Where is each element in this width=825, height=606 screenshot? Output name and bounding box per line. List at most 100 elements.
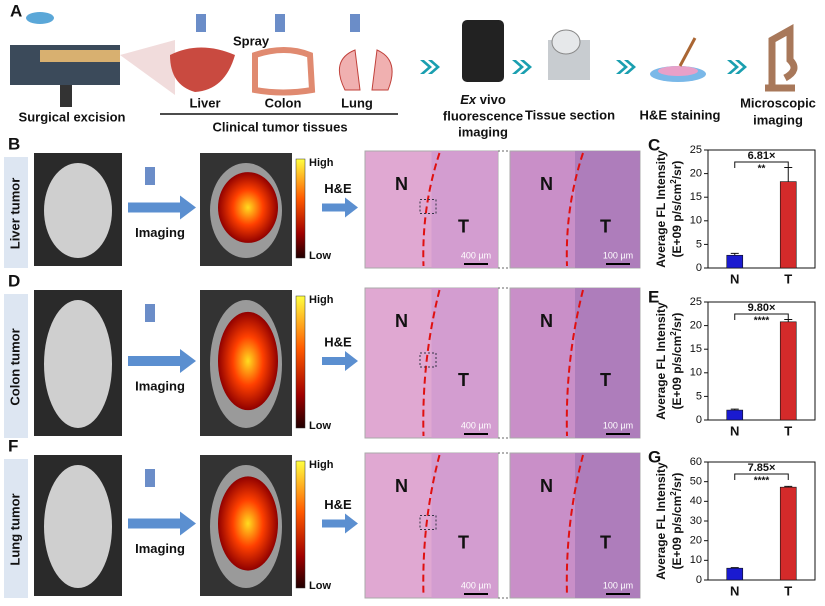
arrow [128,511,196,536]
spray-icon [196,14,206,32]
spray-icon [145,304,155,322]
y-tick-label: 0 [696,574,702,586]
tissue-t: T [458,370,469,390]
significance-bracket [734,313,789,320]
spray-label: Spray [233,33,270,48]
scale-bar-label: 400 µm [461,580,491,590]
panel-label: A [10,1,22,20]
he-label: H&E [324,181,352,196]
y-axis-label: Average FL Intensity [654,302,668,420]
boundary [422,289,441,437]
label-part: /sr) [670,161,684,180]
colorbar-high: High [309,157,334,169]
x-tick-label: N [730,583,739,598]
side-band [4,157,28,268]
zoom-box [419,199,437,214]
scale-bar-label: 400 µm [461,420,491,430]
icon [26,12,54,24]
y-tick-label: 20 [690,320,702,332]
step-label: fluorescence [443,108,523,123]
label-superscript: 2 [669,331,678,336]
tissue-n: N [395,174,408,194]
label-part: (E+09 p/s/cm [670,336,684,410]
label-superscript: 2 [669,179,678,184]
plot-frame [707,149,816,269]
boundary [422,152,441,267]
histology-region [575,151,640,268]
tumor-label: Liver tumor [7,178,22,250]
label-part: /sr) [670,473,684,492]
ratio-label: 9.80× [748,302,776,314]
imaging-label: Imaging [135,541,185,556]
beam [120,40,175,95]
scale-bar-label: 100 µm [603,250,633,260]
tissue-t: T [600,370,611,390]
side-band [4,459,28,598]
label-part: /sr) [670,313,684,332]
bar [779,321,797,421]
tissue-t: T [458,532,469,552]
tissue-n: N [395,311,408,331]
italic-part: Ex [460,92,477,107]
y-tick-label: 15 [690,343,702,355]
boundary [422,454,441,597]
y-tick-label: 30 [690,515,702,527]
tissue-n: N [540,174,553,194]
y-axis-label: Average FL Intensity [654,150,668,268]
y-axis-label: (E+09 p/s/cm2/sr) [669,161,684,258]
colorbar-high: High [309,294,334,306]
ratio-label: 7.85× [748,462,776,474]
liver-icon [170,47,235,92]
colorbar [295,460,306,589]
y-tick-label: 0 [696,414,702,426]
bar [726,567,744,581]
arrow [322,513,358,534]
arrow [322,351,358,371]
sample [658,66,698,76]
step-label: imaging [753,112,803,127]
y-tick-label: 25 [690,296,702,308]
panel-label: B [8,134,20,153]
bar [779,181,797,269]
spray-icon [350,14,360,32]
signal [218,476,278,571]
imaging-label: Imaging [135,378,185,393]
blade [551,29,581,55]
y-tick-label: 10 [690,215,702,227]
he-label: H&E [324,334,352,349]
side-band [4,294,28,438]
step-label: imaging [458,124,508,139]
histology-region [575,453,640,598]
imager-icon [462,20,504,82]
imaging-label: Imaging [135,225,185,240]
patient [40,50,120,62]
x-tick-label: N [730,271,739,286]
panel-label: G [648,447,661,466]
chevron [420,60,440,74]
y-axis-label: Average FL Intensity [654,462,668,580]
colorbar-high: High [309,459,334,471]
tissue-t: T [458,216,469,236]
colorbar [295,158,306,259]
step-label: Ex vivo [460,92,506,107]
plot-frame [707,301,816,421]
lung-icon [338,49,393,91]
y-tick-label: 15 [690,191,702,203]
scale-bar-label: 100 µm [603,580,633,590]
y-tick-label: 50 [690,476,702,488]
spray-icon [145,167,155,185]
significance-bracket [734,161,789,168]
error-bar [730,408,739,411]
zoom-box [419,352,437,368]
x-tick-label: T [784,423,792,438]
organ-label: Liver [189,95,220,110]
label-part: (E+09 p/s/cm [670,184,684,258]
label-part: (E+09 p/s/cm [670,496,684,570]
panel-label: E [648,287,659,306]
histology-region [431,151,498,268]
significance-label: ** [758,164,766,175]
error-bar [784,485,793,488]
tissue-t: T [600,532,611,552]
error-bar [784,166,793,182]
